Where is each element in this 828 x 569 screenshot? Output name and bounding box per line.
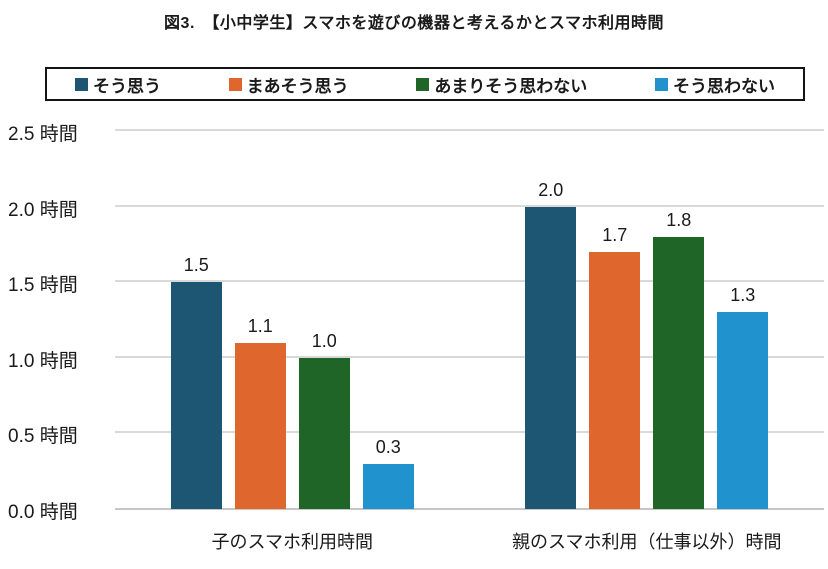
bar-value-label: 1.5 — [183, 255, 209, 276]
legend-marker-icon — [75, 77, 88, 91]
bar-value-label: 1.0 — [311, 330, 337, 351]
legend-item: そう思わない — [654, 72, 775, 97]
gridline — [115, 129, 824, 131]
bar: 2.0 — [525, 180, 577, 509]
chart-title: 図3. 【小中学生】スマホを遊びの機器と考えるかとスマホ利用時間 — [164, 15, 664, 32]
bar-value-label: 1.1 — [247, 315, 273, 336]
legend-marker-icon — [654, 77, 668, 91]
bar: 1.5 — [170, 255, 222, 509]
gridline — [115, 280, 824, 283]
bar-value-label: 1.8 — [666, 209, 692, 230]
legend-item: まあそう思う — [228, 72, 349, 97]
bar-group: 2.0 1.7 1.8 1.3 — [525, 180, 769, 509]
y-axis-tick-label: 1.5 時間 — [8, 275, 78, 297]
legend-label: まあそう思う — [246, 76, 349, 96]
gridline — [115, 355, 824, 358]
legend-marker-icon — [416, 77, 430, 91]
y-axis-tick-label: 2.0 時間 — [8, 199, 78, 221]
x-axis-category-label: 子のスマホ利用時間 — [211, 532, 373, 552]
x-axis-line — [115, 508, 824, 510]
bar: 1.0 — [298, 331, 350, 509]
bar-value-label: 0.3 — [375, 436, 401, 457]
y-axis-tick-label: 2.5 時間 — [8, 124, 78, 145]
bar: 1.8 — [653, 210, 705, 509]
legend-marker-icon — [228, 77, 242, 91]
bar: 1.3 — [717, 285, 769, 509]
y-axis-tick-label: 0.0 時間 — [8, 502, 78, 523]
y-axis-tick-label: 1.0 時間 — [8, 350, 78, 372]
bar: 1.7 — [589, 225, 641, 509]
plot-area: 1.5 1.1 1.0 0.3 2.0 1.7 1.8 1.3 — [115, 129, 824, 510]
gridline — [115, 204, 824, 207]
bar-group: 1.5 1.1 1.0 0.3 — [170, 255, 414, 509]
bar: 0.3 — [362, 437, 414, 509]
x-axis-category-label: 親のスマホ利用（仕事以外）時間 — [512, 532, 782, 552]
legend: そう思う まあそう思う あまりそう思わない そう思わない — [45, 67, 805, 101]
gridline — [115, 431, 824, 434]
bar: 1.1 — [234, 316, 286, 509]
legend-label: そう思わない — [672, 76, 775, 96]
legend-label: そう思う — [93, 76, 161, 96]
legend-item: あまりそう思わない — [416, 72, 587, 97]
bar-value-label: 1.7 — [602, 224, 628, 245]
legend-item: そう思う — [75, 72, 161, 97]
bar-value-label: 2.0 — [538, 179, 564, 200]
bar-value-label: 1.3 — [730, 285, 756, 306]
y-axis-tick-label: 0.5 時間 — [8, 426, 78, 448]
legend-label: あまりそう思わない — [434, 76, 588, 96]
